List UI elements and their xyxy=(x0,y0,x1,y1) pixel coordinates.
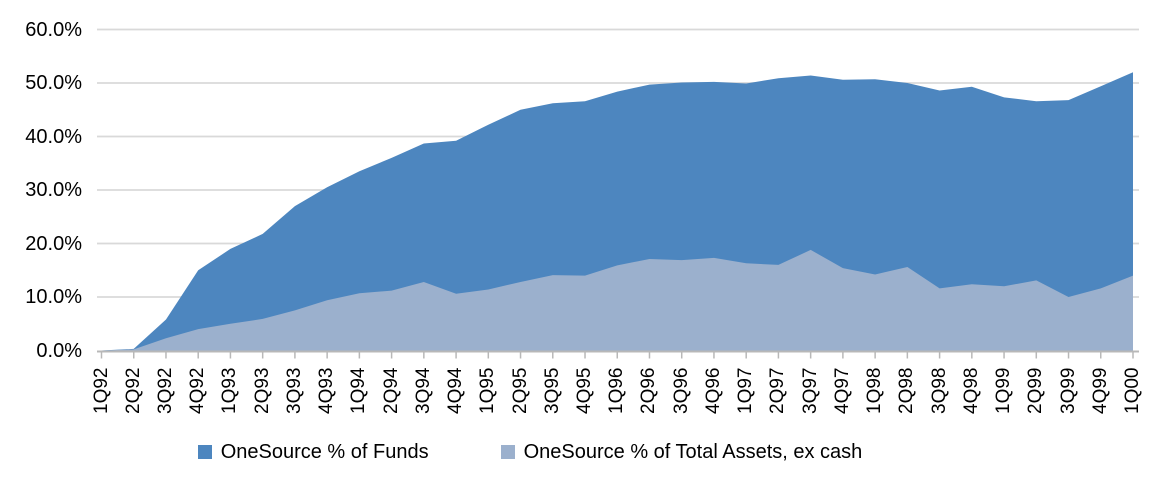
x-tick-label: 4Q99 xyxy=(1089,367,1111,414)
x-tick-label: 3Q98 xyxy=(928,367,950,414)
y-tick-label: 20.0% xyxy=(25,232,82,255)
x-tick-label: 1Q95 xyxy=(477,367,499,414)
x-tick-label: 2Q94 xyxy=(380,367,402,414)
x-tick-label: 1Q00 xyxy=(1122,367,1143,414)
legend-item-funds: OneSource % of Funds xyxy=(197,440,429,464)
x-tick-label: 2Q93 xyxy=(251,367,273,414)
x-tick-label: 2Q95 xyxy=(509,367,531,414)
x-tick-label: 1Q92 xyxy=(90,367,112,414)
x-tick-label: 1Q99 xyxy=(993,367,1015,414)
x-tick-label: 3Q97 xyxy=(799,367,821,414)
y-tick-label: 30.0% xyxy=(25,179,82,201)
y-tick-label: 10.0% xyxy=(25,286,82,308)
x-tick-label: 1Q96 xyxy=(606,367,628,414)
x-tick-label: 4Q94 xyxy=(445,367,467,414)
legend: OneSource % of Funds OneSource % of Tota… xyxy=(0,440,1106,464)
x-tick-label: 2Q92 xyxy=(122,367,144,414)
area-series-total-assets xyxy=(101,249,1133,351)
x-tick-label: 4Q97 xyxy=(831,367,853,414)
x-tick-label: 2Q98 xyxy=(896,367,918,414)
legend-label-funds: OneSource % of Funds xyxy=(220,441,429,463)
y-tick-label: 60.0% xyxy=(25,18,82,41)
x-tick-label: 1Q98 xyxy=(864,367,886,414)
x-tick-label: 4Q96 xyxy=(702,367,724,414)
legend-label-total-assets: OneSource % of Total Assets, ex cash xyxy=(523,441,863,463)
x-tick-label: 1Q97 xyxy=(735,367,757,414)
x-tick-label: 3Q92 xyxy=(154,367,176,414)
legend-item-total-assets: OneSource % of Total Assets, ex cash xyxy=(500,440,863,464)
x-tick-label: 4Q98 xyxy=(960,367,982,414)
x-tick-label: 3Q93 xyxy=(283,367,305,414)
x-tick-label: 2Q96 xyxy=(638,367,660,414)
x-tick-label: 4Q95 xyxy=(574,367,596,414)
x-tick-label: 2Q99 xyxy=(1025,367,1047,414)
x-tick-label: 4Q93 xyxy=(316,367,338,414)
x-tick-label: 3Q96 xyxy=(670,367,692,414)
x-tick-label: 1Q93 xyxy=(219,367,241,414)
y-tick-label: 50.0% xyxy=(25,72,82,94)
x-tick-label: 3Q99 xyxy=(1057,367,1079,414)
x-tick-label: 1Q94 xyxy=(348,367,370,414)
y-tick-label: 0.0% xyxy=(36,339,82,362)
x-tick-label: 3Q95 xyxy=(541,367,563,414)
y-tick-label: 40.0% xyxy=(25,125,82,148)
funds-series-swatch-icon xyxy=(197,445,212,459)
x-tick-label: 3Q94 xyxy=(412,367,434,414)
total-assets-series-swatch-icon xyxy=(500,445,515,459)
x-tick-label: 2Q97 xyxy=(767,367,789,414)
x-tick-label: 4Q92 xyxy=(187,367,209,414)
